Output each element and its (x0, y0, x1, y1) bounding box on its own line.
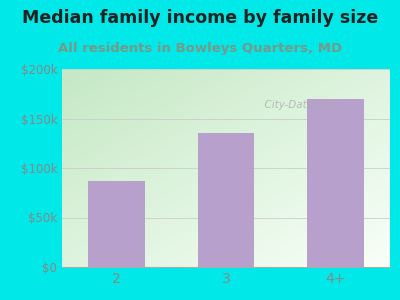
Bar (88, 181, 145, 267)
Bar (307, 99, 364, 267)
Bar (198, 133, 254, 267)
Text: All residents in Bowleys Quarters, MD: All residents in Bowleys Quarters, MD (58, 42, 342, 55)
Text: City-Data.com: City-Data.com (258, 100, 338, 110)
Text: Median family income by family size: Median family income by family size (22, 9, 378, 27)
